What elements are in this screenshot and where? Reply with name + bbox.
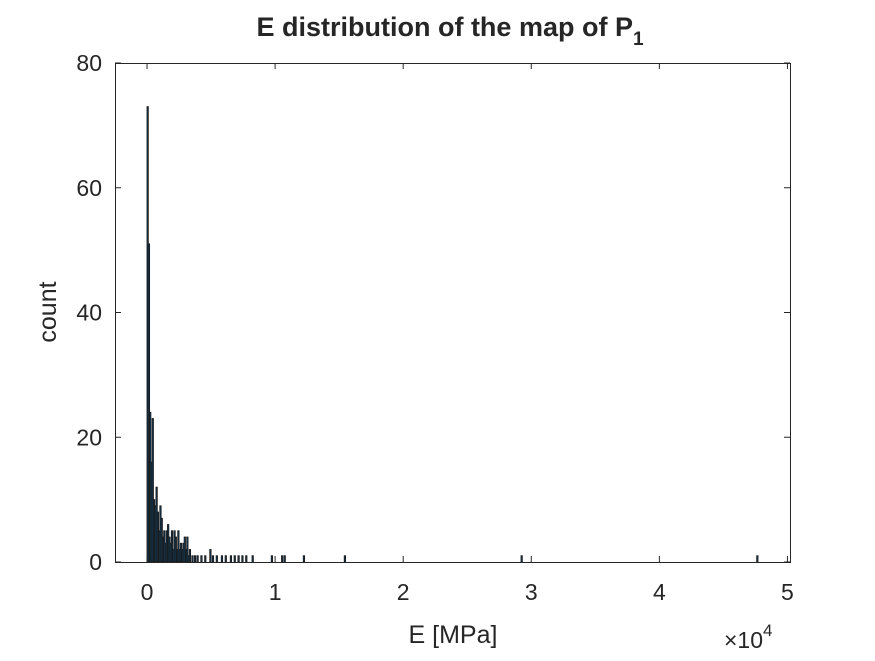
histogram-bar [283, 555, 286, 563]
histogram-bar [251, 555, 254, 563]
plot-area [115, 63, 791, 563]
histogram-bar [241, 555, 244, 563]
histogram-bar [224, 555, 227, 563]
histogram-bar [520, 555, 523, 563]
histogram-bar [756, 555, 759, 563]
y-tick-label: 40 [76, 300, 102, 326]
histogram-bar [245, 555, 248, 563]
histogram-bar [200, 555, 203, 563]
x-tick-label: 0 [141, 579, 154, 605]
x-axis-ticks: 0 1 2 3 4 5 [141, 63, 794, 605]
chart-title: E distribution of the map of P1 [256, 12, 643, 50]
histogram-bar [233, 555, 236, 563]
x-tick-label: 1 [269, 579, 282, 605]
histogram-bar [220, 555, 224, 563]
x-axis-multiplier-exponent: 4 [763, 621, 772, 640]
x-axis-multiplier: ×104 [724, 621, 772, 653]
y-tick-label: 20 [76, 424, 102, 450]
histogram-bar [229, 555, 233, 563]
histogram-bar [215, 555, 218, 563]
histogram-bar [204, 555, 207, 563]
bars-layer [146, 106, 759, 563]
y-tick-label: 80 [76, 50, 102, 76]
chart-title-main: E distribution of the map of P [256, 12, 632, 42]
histogram-bar [193, 555, 197, 563]
histogram-bar [211, 555, 215, 563]
histogram-bar [281, 555, 284, 563]
x-tick-label: 3 [525, 579, 538, 605]
y-tick-label: 60 [76, 175, 102, 201]
y-axis-ticks: 0 20 40 60 80 [76, 50, 790, 575]
histogram-bar [196, 555, 199, 563]
x-tick-label: 2 [397, 579, 410, 605]
chart-title-subscript: 1 [633, 29, 644, 50]
y-axis-label: count [34, 281, 62, 342]
x-axis-multiplier-base: ×10 [724, 627, 763, 653]
histogram-bar [209, 549, 212, 563]
x-tick-label: 5 [781, 579, 794, 605]
histogram-bar [343, 555, 346, 563]
x-tick-label: 4 [653, 579, 666, 605]
histogram-bar [191, 555, 194, 563]
x-axis-label: E [MPa] [409, 621, 498, 649]
histogram-bar [270, 555, 273, 563]
histogram-bar [302, 555, 306, 563]
histogram-bar [237, 555, 240, 563]
y-tick-label: 0 [89, 549, 102, 575]
histogram-bar [188, 549, 192, 563]
